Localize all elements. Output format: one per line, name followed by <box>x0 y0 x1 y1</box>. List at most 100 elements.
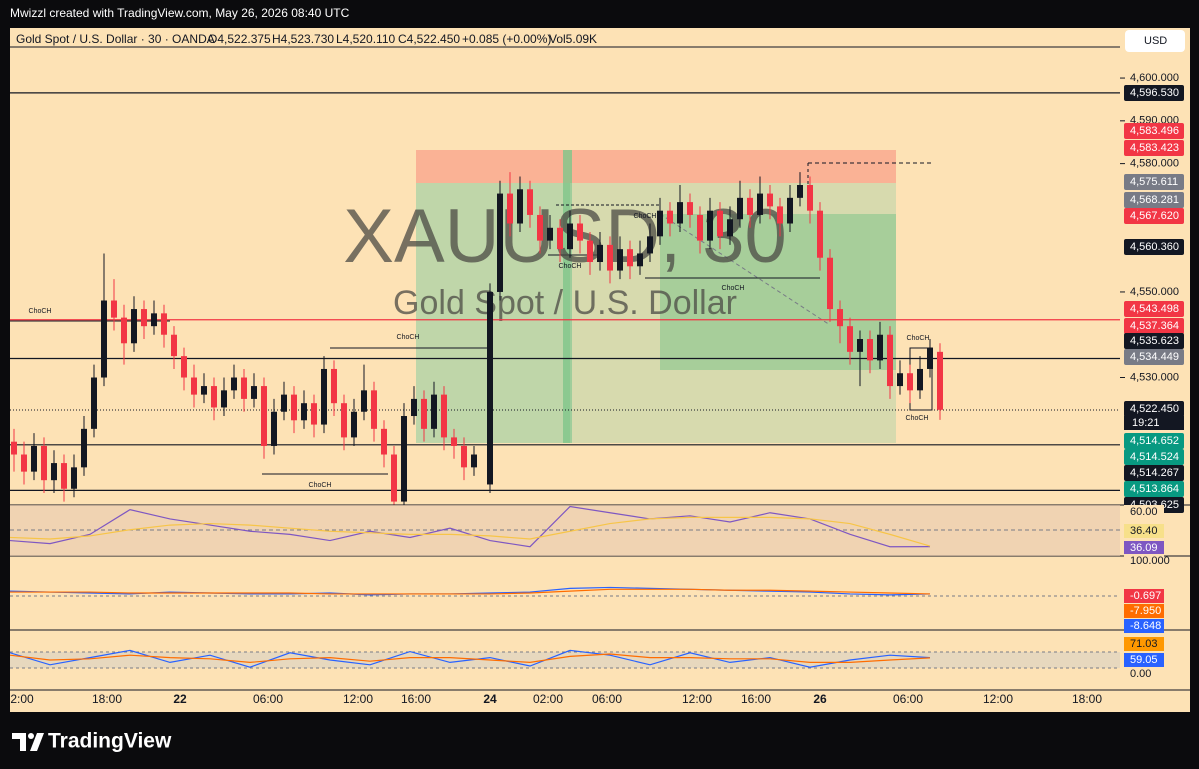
price-label-box <box>1124 333 1184 349</box>
candle-body <box>907 373 913 391</box>
candle-body <box>597 244 603 263</box>
annotation: ChoCH <box>29 308 52 315</box>
candle-body <box>141 309 147 327</box>
macd-label: -0.697 <box>1130 590 1161 602</box>
candle-body <box>747 197 753 215</box>
x-tick-label: 24 <box>483 692 497 706</box>
price-axis: 4,600.0004,590.0004,580.0004,550.0004,53… <box>1120 72 1184 681</box>
rsi-label-box <box>1124 524 1164 538</box>
candle-body <box>767 193 773 207</box>
rsi-label: 36.09 <box>1130 542 1158 554</box>
candle-body <box>231 377 237 391</box>
candle-body <box>507 193 513 224</box>
candle-body <box>271 411 277 446</box>
candle-body <box>897 373 903 387</box>
short-zone <box>416 150 896 183</box>
price-label-box <box>1124 208 1184 224</box>
price-label: 4,583.496 <box>1130 125 1179 137</box>
candle-body <box>401 416 407 502</box>
candle-body <box>927 347 933 369</box>
price-label-box <box>1124 85 1184 101</box>
stoch-label-box <box>1124 637 1164 651</box>
candle-body <box>221 390 227 408</box>
candle-body <box>11 441 17 455</box>
candle-body <box>527 189 533 215</box>
candle-body <box>817 210 823 258</box>
price-label: 4,583.423 <box>1130 142 1179 154</box>
price-label-box <box>1124 449 1184 465</box>
stoch-label-box <box>1124 667 1164 681</box>
y-tick-label: 4,600.000 <box>1130 72 1179 84</box>
countdown-box <box>1124 416 1184 430</box>
price-label: 4,514.267 <box>1130 467 1179 479</box>
x-tick-label: 06:00 <box>893 692 923 706</box>
candle-body <box>201 386 207 395</box>
price-label-box <box>1124 192 1184 208</box>
macd-label: -8.648 <box>1130 620 1161 632</box>
x-tick-label: 02:00 <box>533 692 563 706</box>
macd-pane <box>10 586 931 596</box>
x-tick-label: 06:00 <box>253 692 283 706</box>
footer <box>0 712 1199 769</box>
ohlc-legend: O4,522.375 H4,523.730 L4,520.110 C4,522.450… <box>208 32 597 46</box>
price-label: 4,522.450 <box>1130 403 1179 415</box>
candle-body <box>431 394 437 429</box>
candle-body <box>857 339 863 352</box>
macd-label: -7.950 <box>1130 605 1161 617</box>
candle-body <box>537 214 543 241</box>
candle-body <box>557 227 563 250</box>
currency-button[interactable] <box>1125 30 1185 52</box>
candle-body <box>31 445 37 472</box>
candle-body <box>547 227 553 241</box>
candle-body <box>331 368 337 404</box>
candle-body <box>687 202 693 215</box>
candle-body <box>351 411 357 438</box>
candle-body <box>61 463 67 489</box>
candle-body <box>647 236 653 254</box>
candle-body <box>91 377 97 429</box>
price-label: 4,596.530 <box>1130 87 1179 99</box>
rsi-line <box>10 516 931 547</box>
candle-body <box>937 351 943 410</box>
annotation: ChoCH <box>309 482 332 489</box>
candle-body <box>241 377 247 399</box>
zone-bar <box>563 150 572 443</box>
candle-body <box>371 390 377 429</box>
candle-body <box>677 202 683 224</box>
candle-body <box>171 334 177 357</box>
price-label-box <box>1124 239 1184 255</box>
trend-line <box>659 213 831 326</box>
candle-body <box>887 334 893 387</box>
candle-body <box>917 368 923 391</box>
currency[interactable]: USD <box>1144 35 1167 47</box>
annotation: ChoCH <box>906 415 929 422</box>
x-tick-label: 22 <box>173 692 187 706</box>
price-label-box <box>1124 140 1184 156</box>
candle-body <box>867 339 873 361</box>
candle-body <box>121 317 127 344</box>
candle-body <box>131 309 137 344</box>
candle-body <box>717 210 723 237</box>
candle-body <box>567 223 573 250</box>
brand: TradingView <box>48 730 172 753</box>
candle-body <box>41 445 47 481</box>
y-tick-label: 4,530.000 <box>1130 371 1179 383</box>
x-tick-label: 18:00 <box>92 692 122 706</box>
x-tick-label: 26 <box>813 692 827 706</box>
logo-mark <box>12 733 26 751</box>
candle-body <box>81 428 87 468</box>
candle-body <box>111 300 117 318</box>
price-label-box <box>1124 481 1184 497</box>
candle-body <box>101 300 107 378</box>
candle-body <box>391 454 397 502</box>
price-label-box <box>1124 174 1184 190</box>
legend-item: C4,522.450 <box>398 32 460 46</box>
legend-item: L4,520.110 <box>336 32 395 46</box>
candle-body <box>321 368 327 425</box>
x-tick-label: 16:00 <box>401 692 431 706</box>
x-tick-label: 12:00 <box>343 692 373 706</box>
candle-body <box>787 197 793 224</box>
stoch-label: 71.03 <box>1130 638 1158 650</box>
